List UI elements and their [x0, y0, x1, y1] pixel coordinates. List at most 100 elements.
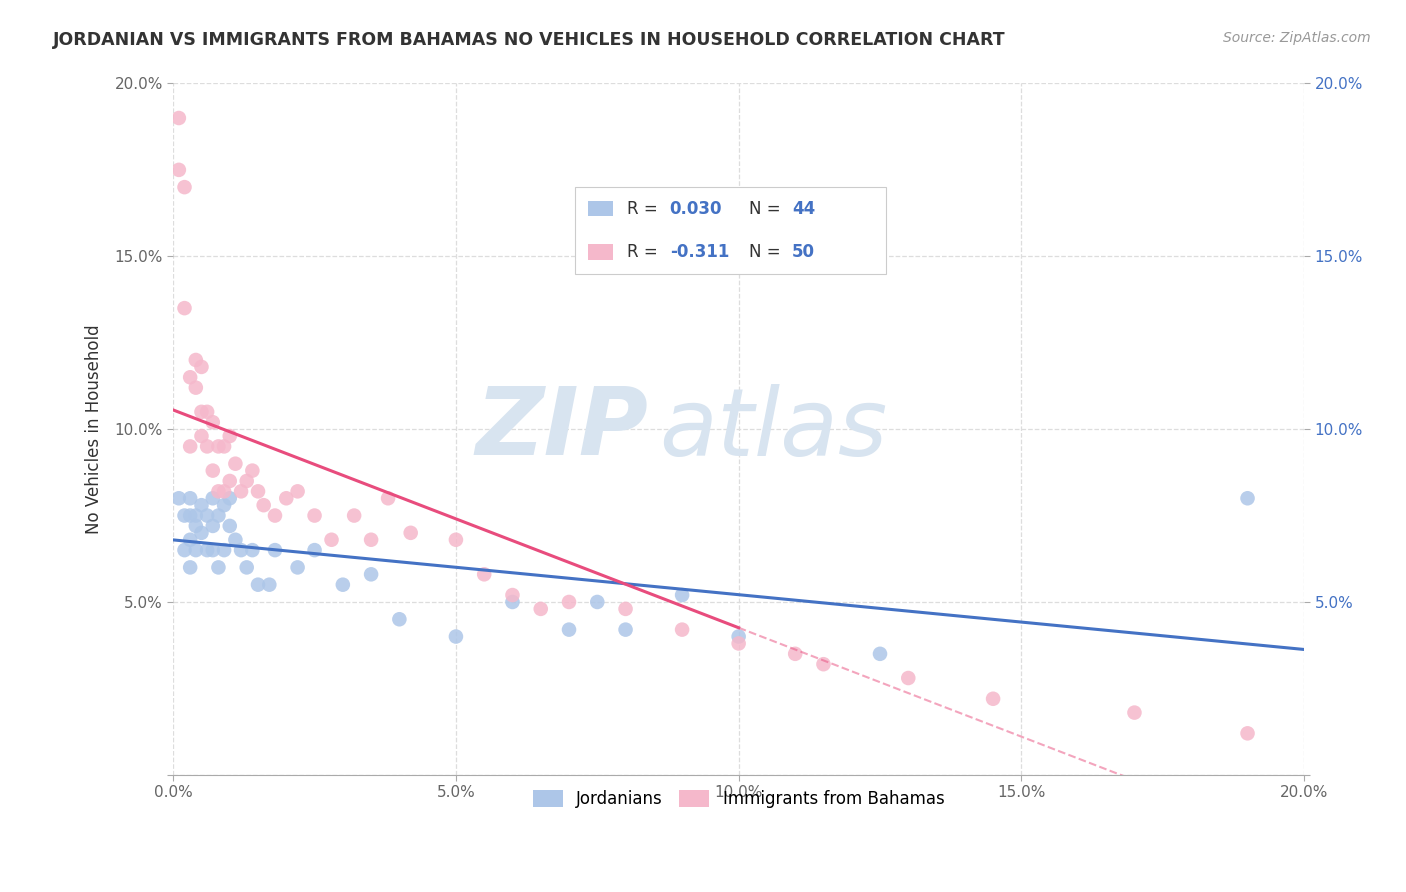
Point [869, 647, 891, 661]
Point [190, 525, 212, 540]
Point [727, 630, 749, 644]
Point [558, 623, 581, 637]
Point [179, 370, 201, 384]
Point [897, 671, 920, 685]
Point [212, 439, 235, 453]
Bar [588, 202, 613, 217]
Point [201, 464, 224, 478]
Point [173, 180, 195, 194]
Point [304, 543, 326, 558]
Point [472, 567, 495, 582]
Point [179, 560, 201, 574]
Point [207, 484, 229, 499]
FancyBboxPatch shape [575, 187, 886, 274]
Point [240, 543, 263, 558]
Point [377, 491, 399, 506]
Point [173, 508, 195, 523]
Point [184, 543, 207, 558]
Point [179, 439, 201, 453]
Point [444, 533, 467, 547]
Point [343, 508, 366, 523]
Point [671, 588, 693, 602]
Point [218, 429, 240, 443]
Legend: Jordanians, Immigrants from Bahamas: Jordanians, Immigrants from Bahamas [526, 783, 952, 815]
Point [1236, 491, 1258, 506]
Point [218, 491, 240, 506]
Text: JORDANIAN VS IMMIGRANTS FROM BAHAMAS NO VEHICLES IN HOUSEHOLD CORRELATION CHART: JORDANIAN VS IMMIGRANTS FROM BAHAMAS NO … [53, 31, 1007, 49]
Point [207, 508, 229, 523]
Point [229, 543, 252, 558]
Point [173, 301, 195, 315]
Text: ZIP: ZIP [475, 384, 648, 475]
Y-axis label: No Vehicles in Household: No Vehicles in Household [86, 325, 103, 534]
Text: atlas: atlas [659, 384, 887, 475]
Point [287, 560, 309, 574]
Point [212, 543, 235, 558]
Point [264, 543, 287, 558]
Point [235, 474, 257, 488]
Point [184, 519, 207, 533]
Text: N =: N = [749, 200, 786, 218]
Point [360, 567, 382, 582]
Text: 0.030: 0.030 [669, 200, 723, 218]
Point [190, 405, 212, 419]
Point [276, 491, 298, 506]
Text: R =: R = [627, 243, 662, 261]
Point [190, 429, 212, 443]
Point [218, 474, 240, 488]
Point [218, 519, 240, 533]
Point [201, 543, 224, 558]
Point [195, 405, 218, 419]
Point [167, 491, 190, 506]
Point [1236, 726, 1258, 740]
Bar [588, 244, 613, 260]
Point [388, 612, 411, 626]
Point [813, 657, 835, 672]
Point [195, 439, 218, 453]
Point [179, 533, 201, 547]
Point [247, 484, 270, 499]
Point [201, 519, 224, 533]
Point [1123, 706, 1146, 720]
Point [179, 508, 201, 523]
Point [785, 647, 807, 661]
Point [321, 533, 343, 547]
Point [201, 415, 224, 429]
Point [264, 508, 287, 523]
Point [253, 498, 276, 512]
Point [190, 359, 212, 374]
Text: Source: ZipAtlas.com: Source: ZipAtlas.com [1223, 31, 1371, 45]
Point [201, 491, 224, 506]
Text: -0.311: -0.311 [669, 243, 730, 261]
Point [247, 577, 270, 591]
Point [235, 560, 257, 574]
Text: 50: 50 [792, 243, 815, 261]
Point [360, 533, 382, 547]
Point [184, 353, 207, 368]
Point [530, 602, 553, 616]
Point [332, 577, 354, 591]
Text: N =: N = [749, 243, 786, 261]
Point [727, 636, 749, 650]
Point [558, 595, 581, 609]
Point [614, 623, 637, 637]
Point [167, 162, 190, 177]
Point [399, 525, 422, 540]
Point [207, 560, 229, 574]
Point [212, 484, 235, 499]
Text: 44: 44 [792, 200, 815, 218]
Point [184, 381, 207, 395]
Point [184, 508, 207, 523]
Point [304, 508, 326, 523]
Point [240, 464, 263, 478]
Point [586, 595, 609, 609]
Point [190, 498, 212, 512]
Point [212, 498, 235, 512]
Point [207, 439, 229, 453]
Point [259, 577, 281, 591]
Point [195, 508, 218, 523]
Point [501, 595, 523, 609]
Point [224, 457, 246, 471]
Point [173, 543, 195, 558]
Point [179, 491, 201, 506]
